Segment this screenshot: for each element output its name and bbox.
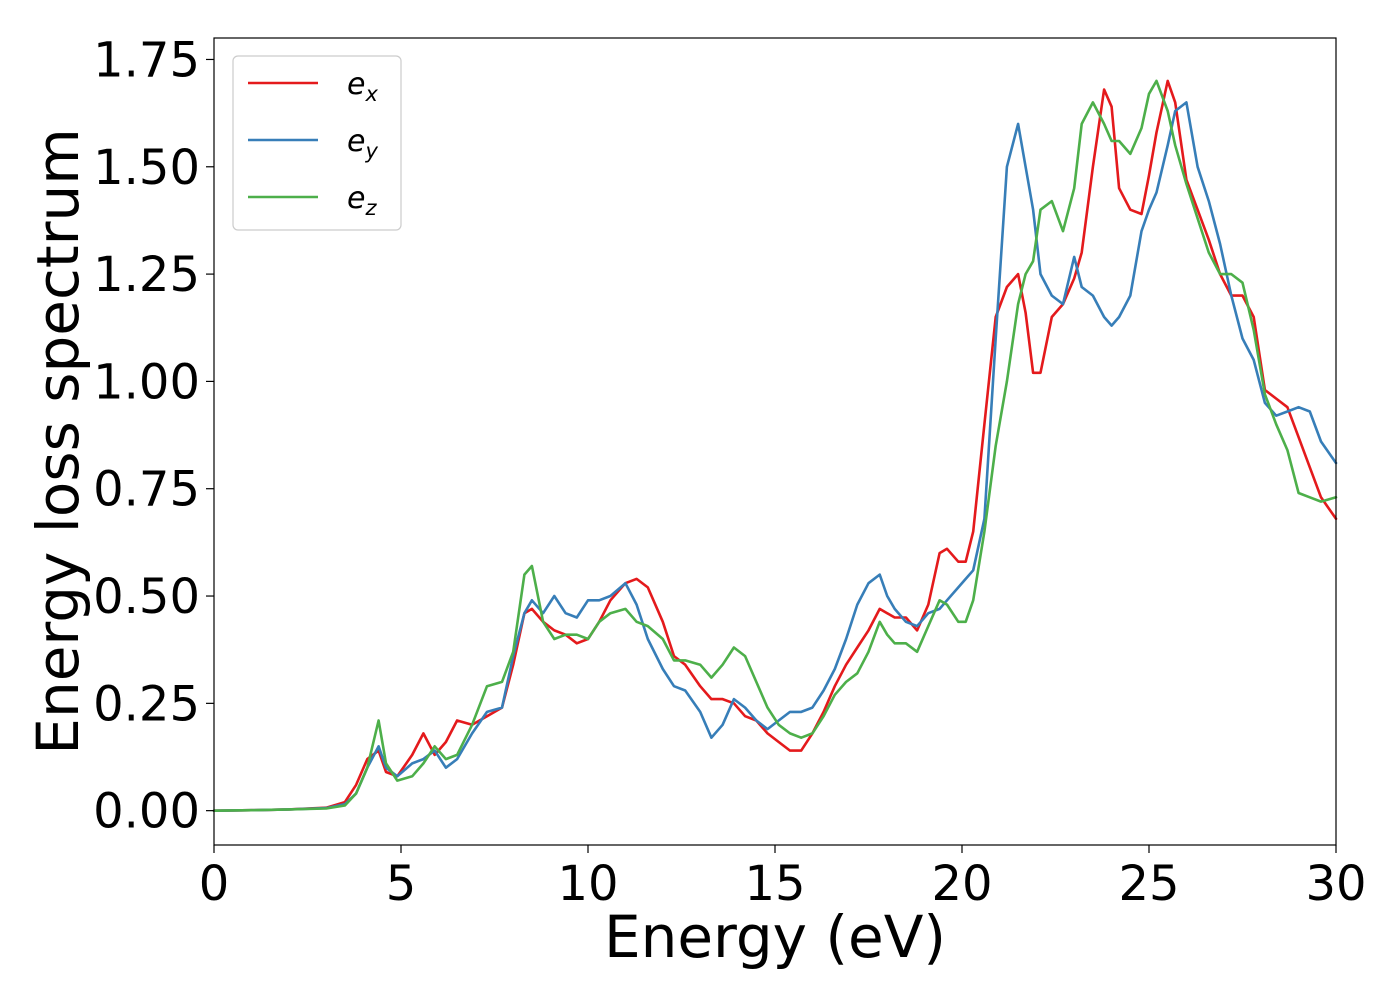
x-tick-label: 30 bbox=[1305, 856, 1366, 912]
y-tick-label: 1.75 bbox=[93, 32, 200, 88]
series-line-z bbox=[212, 79, 1338, 813]
legend-label-z: ez bbox=[347, 181, 377, 220]
legend-label-y: ey bbox=[347, 124, 378, 163]
y-tick-label: 1.50 bbox=[93, 140, 200, 196]
y-tick-label: 0.75 bbox=[93, 462, 200, 518]
x-tick-label: 15 bbox=[744, 856, 805, 912]
legend-box bbox=[232, 55, 402, 231]
x-axis-label: Energy (eV) bbox=[604, 903, 946, 971]
x-tick-label: 5 bbox=[386, 856, 417, 912]
y-tick-label: 0.00 bbox=[93, 784, 200, 840]
series-layer bbox=[212, 79, 1338, 813]
y-tick-label: 0.50 bbox=[93, 569, 200, 625]
y-tick-label: 0.25 bbox=[93, 676, 200, 732]
legend-label-x: ex bbox=[347, 67, 378, 106]
x-tick-label: 0 bbox=[199, 856, 230, 912]
x-tick-label: 10 bbox=[557, 856, 618, 912]
x-tick-label: 25 bbox=[1118, 856, 1179, 912]
x-axis: 0 5 10 15 20 25 30 bbox=[199, 845, 1367, 912]
series-line-y bbox=[212, 101, 1338, 813]
legend: ex ey ez bbox=[232, 55, 402, 231]
y-axis-label: Energy loss spectrum bbox=[24, 128, 92, 754]
x-tick-label: 20 bbox=[931, 856, 992, 912]
y-tick-label: 1.00 bbox=[93, 354, 200, 410]
y-axis: 0.00 0.25 0.50 0.75 1.00 1.25 1.50 1.75 bbox=[93, 32, 214, 840]
y-tick-label: 1.25 bbox=[93, 247, 200, 303]
